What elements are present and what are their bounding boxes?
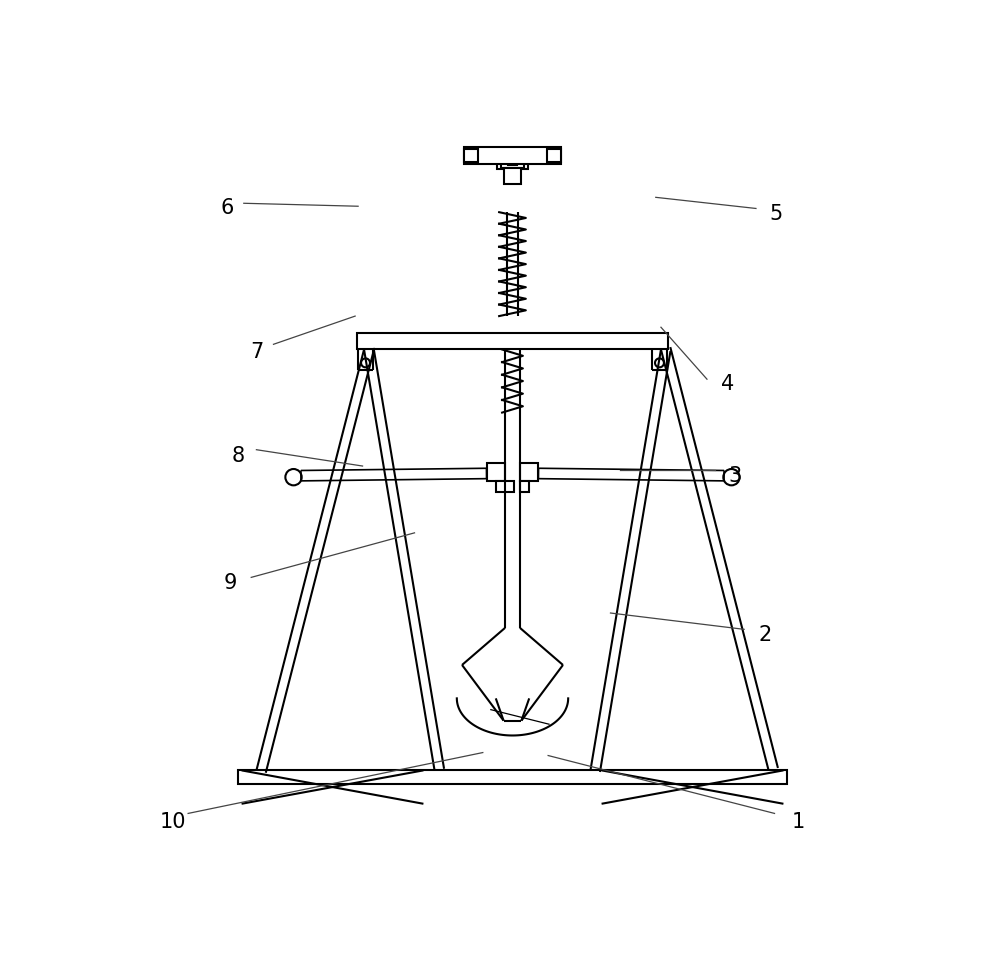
Text: 10: 10 (159, 813, 186, 832)
Bar (520, 481, 529, 493)
Bar (520, 463, 538, 481)
Text: 9: 9 (224, 574, 237, 593)
Text: 8: 8 (231, 445, 244, 466)
Bar (496, 481, 514, 493)
Text: 2: 2 (758, 626, 772, 645)
Text: 5: 5 (769, 203, 783, 224)
Bar (238, 770, 787, 784)
Bar (464, 148, 478, 162)
Bar (464, 147, 561, 164)
Text: 6: 6 (220, 199, 233, 219)
Bar (497, 148, 528, 169)
Bar (504, 168, 521, 184)
Text: 1: 1 (792, 813, 805, 832)
Text: 3: 3 (729, 466, 742, 486)
Bar (547, 148, 561, 162)
Bar (357, 334, 668, 350)
Text: 4: 4 (721, 374, 734, 394)
Bar (501, 154, 524, 168)
Text: 7: 7 (250, 341, 263, 362)
Bar (487, 463, 505, 481)
Bar (508, 156, 517, 166)
